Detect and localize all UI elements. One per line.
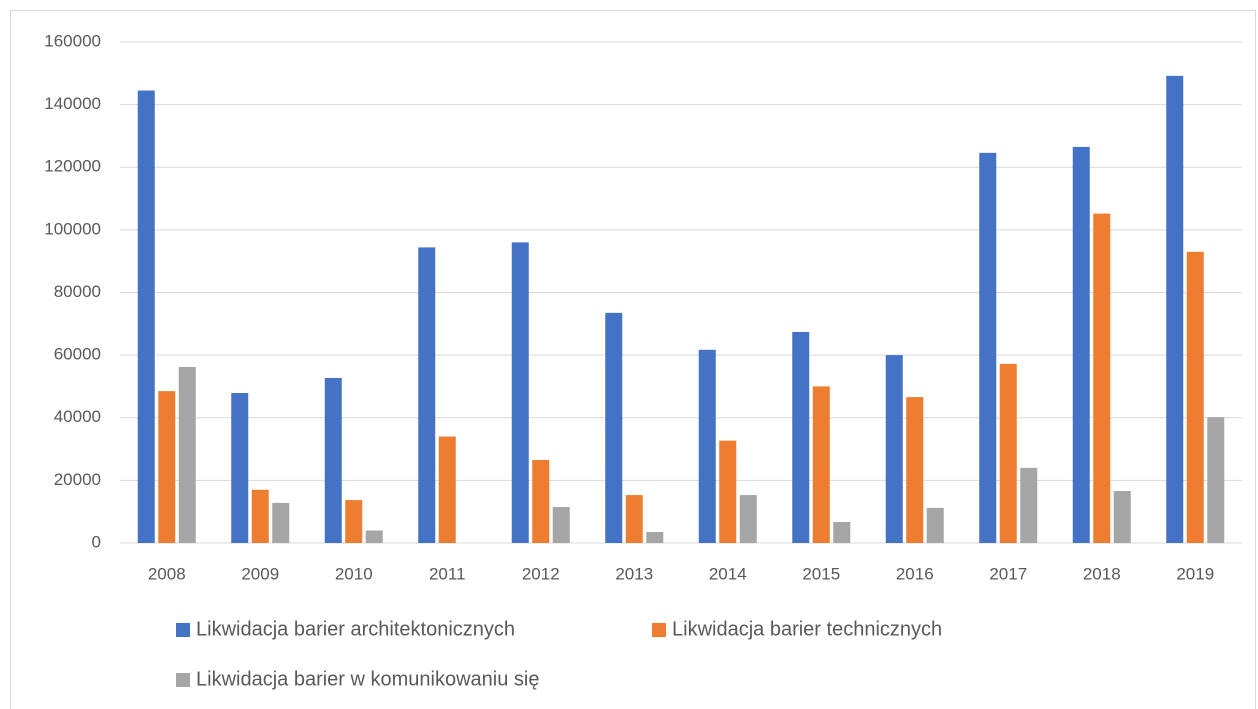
legend-label: Likwidacja barier architektonicznych	[196, 618, 515, 640]
x-tick-label: 2015	[802, 564, 840, 583]
bar	[365, 530, 383, 543]
bar	[698, 349, 716, 543]
bar	[906, 397, 924, 543]
bar	[999, 363, 1017, 543]
bar	[1093, 213, 1111, 543]
bar	[1020, 467, 1038, 543]
y-tick-label: 140000	[44, 94, 101, 113]
x-tick-label: 2018	[1083, 564, 1121, 583]
x-tick-label: 2009	[241, 564, 279, 583]
y-tick-label: 160000	[44, 31, 101, 50]
y-tick-label: 20000	[54, 470, 101, 489]
bar	[158, 391, 176, 543]
x-tick-label: 2011	[429, 564, 466, 583]
bar	[979, 152, 997, 543]
legend-label: Likwidacja barier technicznych	[672, 618, 942, 640]
x-tick-label: 2016	[896, 564, 934, 583]
bar	[272, 502, 290, 543]
bar	[532, 460, 550, 543]
bar	[418, 247, 436, 543]
y-tick-label: 80000	[54, 282, 101, 301]
legend-swatch	[176, 673, 190, 687]
bar	[739, 495, 757, 543]
x-tick-label: 2013	[615, 564, 653, 583]
bar	[552, 506, 570, 543]
bar	[812, 386, 830, 543]
y-tick-label: 100000	[44, 219, 101, 238]
y-tick-label: 40000	[54, 407, 101, 426]
bar	[1186, 251, 1204, 543]
bar	[137, 90, 155, 544]
bar	[1072, 146, 1090, 543]
legend-swatch	[176, 623, 190, 637]
y-tick-label: 60000	[54, 345, 101, 364]
bar	[1207, 417, 1225, 543]
chart-frame	[10, 10, 1256, 709]
bar	[926, 507, 944, 543]
bar	[231, 393, 249, 543]
bar	[178, 367, 196, 543]
bar	[833, 522, 851, 543]
bar	[1113, 491, 1131, 543]
bar	[605, 312, 623, 543]
y-tick-label: 120000	[44, 157, 101, 176]
bar	[792, 331, 810, 543]
legend-swatch	[652, 623, 666, 637]
bar	[625, 495, 643, 543]
legend-label: Likwidacja barier w komunikowaniu się	[196, 668, 540, 690]
bar	[1166, 75, 1184, 543]
x-tick-label: 2008	[148, 564, 186, 583]
x-tick-label: 2014	[709, 564, 747, 583]
bar	[324, 377, 342, 543]
bar	[719, 440, 737, 543]
x-tick-label: 2019	[1176, 564, 1214, 583]
x-tick-label: 2017	[989, 564, 1027, 583]
bar	[511, 242, 529, 543]
bar	[438, 436, 456, 543]
bar	[345, 500, 363, 543]
bar	[646, 532, 664, 543]
bar	[885, 355, 903, 543]
x-tick-label: 2012	[522, 564, 560, 583]
x-tick-label: 2010	[335, 564, 373, 583]
y-tick-label: 0	[92, 532, 101, 551]
bar	[251, 489, 269, 543]
